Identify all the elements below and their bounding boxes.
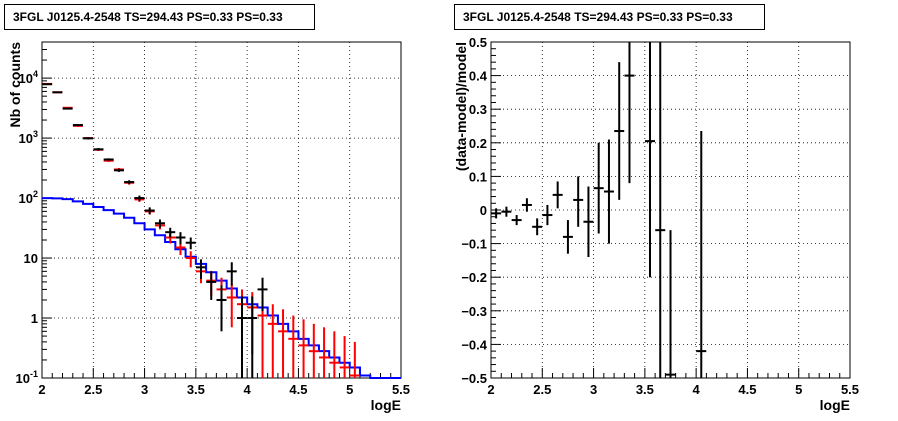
counts-y-tick-base: 10 xyxy=(16,371,30,386)
counts-y-tick-label: 103 xyxy=(19,129,38,146)
counts-x-axis-label: logE xyxy=(371,397,401,413)
counts-y-tick-label: 102 xyxy=(19,189,38,206)
counts-model-step-line xyxy=(42,197,401,379)
residuals-y-tick-label: 0.2 xyxy=(469,136,487,151)
counts-x-tick-label: 4 xyxy=(244,382,252,397)
residuals-y-axis-label: (data-model)/model xyxy=(453,42,469,171)
residuals-x-tick-label: 3.5 xyxy=(636,382,654,397)
counts-y-tick-label: 1 xyxy=(31,311,38,326)
residuals-panel: 3FGL J0125.4-2548 TS=294.43 PS=0.33 PS=0… xyxy=(449,0,898,421)
counts-y-tick-label: 10 xyxy=(24,251,38,266)
counts-y-tick-label: 104 xyxy=(19,69,38,86)
counts-y-tick-exponent: 2 xyxy=(33,189,38,199)
residuals-x-tick-label: 5 xyxy=(795,382,802,397)
counts-x-tick-label: 4.5 xyxy=(289,382,307,397)
counts-y-tick-label: 10-1 xyxy=(16,369,38,386)
residuals-y-tick-label: −0.1 xyxy=(461,237,487,252)
residuals-y-tick-label: 0.1 xyxy=(469,169,487,184)
counts-y-tick-exponent: 3 xyxy=(33,129,38,139)
counts-x-tick-label: 3.5 xyxy=(187,382,205,397)
residuals-y-tick-label: 0.4 xyxy=(469,69,488,84)
residuals-x-tick-label: 3 xyxy=(590,382,597,397)
counts-y-axis-label: Nb of counts xyxy=(7,42,23,128)
counts-y-tick-base: 10 xyxy=(19,71,33,86)
counts-y-tick-base: 10 xyxy=(19,191,33,206)
counts-y-tick-exponent: 4 xyxy=(33,69,38,79)
counts-panel: 3FGL J0125.4-2548 TS=294.43 PS=0.33 PS=0… xyxy=(4,4,410,413)
counts-x-tick-label: 5.5 xyxy=(392,382,410,397)
residuals-y-tick-label: −0.5 xyxy=(461,371,487,386)
counts-x-tick-label: 2 xyxy=(38,382,45,397)
counts-y-tick-exponent: -1 xyxy=(30,369,38,379)
residuals-x-tick-label: 2 xyxy=(487,382,494,397)
residuals-x-tick-label: 4 xyxy=(693,382,701,397)
residuals-chart-title: 3FGL J0125.4-2548 TS=294.43 PS=0.33 PS=0… xyxy=(454,4,765,30)
residuals-x-tick-label: 5.5 xyxy=(841,382,859,397)
residuals-y-tick-label: −0.3 xyxy=(461,304,487,319)
residuals-y-tick-label: 0 xyxy=(480,203,487,218)
residuals-y-tick-label: 0.5 xyxy=(469,35,487,50)
counts-x-tick-label: 2.5 xyxy=(84,382,102,397)
residuals-y-tick-label: −0.2 xyxy=(461,270,487,285)
residuals-y-tick-label: −0.4 xyxy=(461,337,487,352)
residuals-x-tick-label: 4.5 xyxy=(738,382,756,397)
residuals-x-tick-label: 2.5 xyxy=(533,382,551,397)
residuals-chart: 2 2.5 3 3.5 4 4.5 5 5.5 −0.5 −0.4 −0.3 −0.2 −0.1 0 0.1… xyxy=(453,35,859,413)
residuals-y-tick-label: 0.3 xyxy=(469,102,487,117)
counts-x-tick-label: 5 xyxy=(346,382,353,397)
counts-chart-title: 3FGL J0125.4-2548 TS=294.43 PS=0.33 PS=0… xyxy=(4,4,315,30)
counts-x-tick-label: 3 xyxy=(141,382,148,397)
counts-y-tick-base: 10 xyxy=(19,131,33,146)
residuals-x-axis-label: logE xyxy=(820,397,850,413)
